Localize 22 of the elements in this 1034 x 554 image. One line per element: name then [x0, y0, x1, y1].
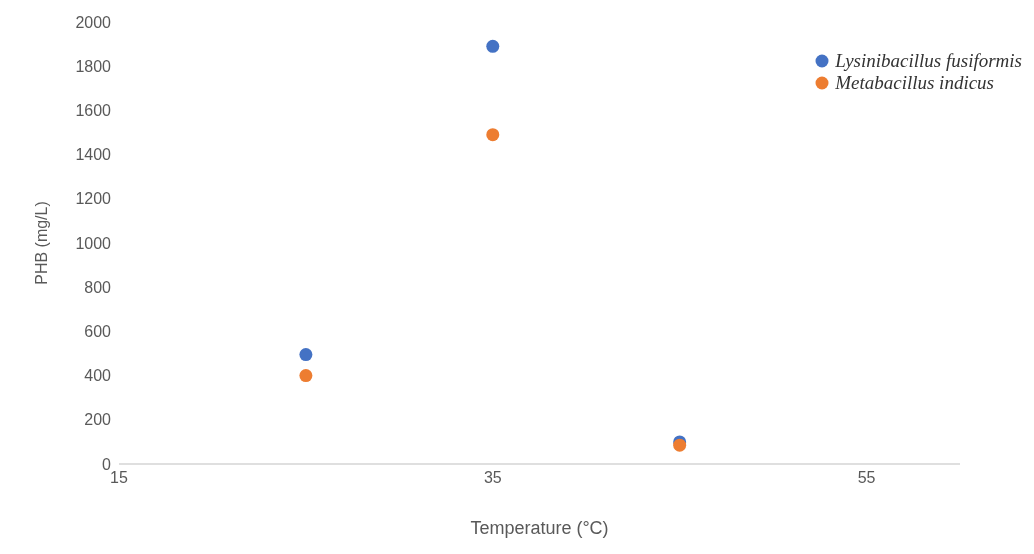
x-tick-label: 35 — [483, 469, 502, 487]
legend-label: Lysinibacillus fusiformis — [835, 50, 1022, 72]
y-tick-label: 1000 — [75, 234, 112, 252]
point — [299, 348, 313, 362]
x-axis-title: Temperature (°C) — [470, 518, 609, 538]
point — [486, 39, 500, 53]
y-tick-label: 600 — [84, 323, 112, 341]
y-tick-label: 0 — [102, 455, 112, 473]
point — [299, 369, 313, 383]
y-tick-label: 800 — [84, 278, 112, 296]
y-tick-label: 200 — [84, 411, 112, 429]
point — [486, 128, 500, 142]
y-tick-label: 1400 — [75, 146, 112, 164]
y-axis-title: PHB (mg/L) — [32, 201, 50, 285]
x-tick-label: 55 — [857, 469, 876, 487]
y-tick-label: 2000 — [75, 13, 112, 31]
y-tick-label: 1800 — [75, 57, 112, 75]
y-tick-label: 1600 — [75, 102, 112, 120]
y-tick-label: 1200 — [75, 190, 112, 208]
x-tick-label: 15 — [110, 469, 128, 487]
y-tick-label: 400 — [84, 367, 112, 385]
legend-label: Metabacillus indicus — [835, 72, 995, 94]
